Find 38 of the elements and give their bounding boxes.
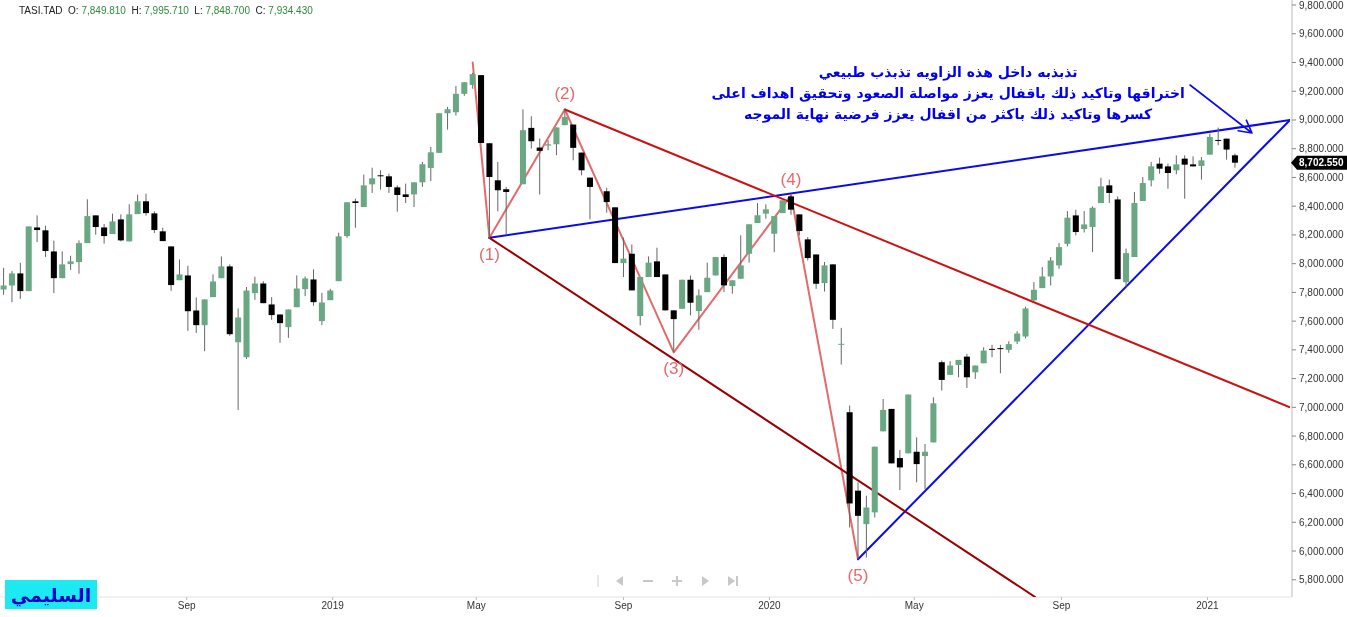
annotation: (3) (663, 359, 685, 379)
y-tick-label: 9,000.000 (1299, 114, 1344, 126)
text: 8,702.550 (1299, 157, 1344, 169)
annotation: (5) (847, 566, 869, 586)
annotation: (4) (780, 170, 802, 190)
y-tick-label: 9,400.000 (1299, 57, 1344, 68)
y-tick-label: 8,000.000 (1299, 258, 1344, 270)
y-tick-label: 6,200.000 (1299, 516, 1344, 528)
x-tick-label: 2021 (1196, 600, 1219, 611)
annotation: (1) (479, 244, 500, 264)
annotation: (2) (554, 84, 576, 104)
x-tick-label: May (904, 600, 924, 611)
y-tick-label: 9,800.000 (1299, 0, 1344, 11)
y-tick-label: 7,400.000 (1299, 344, 1344, 356)
y-tick-label: 8,200.000 (1299, 229, 1344, 241)
y-tick-label: 5,800.000 (1299, 574, 1344, 586)
y-tick-label: 9,600.000 (1299, 28, 1344, 40)
x-tick-label: Sep (1052, 600, 1071, 611)
y-tick-label: 7,600.000 (1299, 315, 1344, 327)
x-tick-label: 2020 (758, 600, 782, 611)
x-tick-label: 2019 (321, 600, 345, 611)
y-tick-label: 8,600.000 (1299, 171, 1344, 183)
annotation: السليمي (10, 583, 92, 607)
y-tick-label: 6,000.000 (1299, 545, 1344, 557)
y-tick-label: 7,000.000 (1299, 401, 1344, 413)
x-tick-label: Sep (614, 600, 633, 611)
chart-title: TASI.TAD O: 7,849.810 H: 7,995.710 L: 7,848.700 C: 7,934.430 (19, 5, 313, 16)
x-tick-label: Sep (177, 600, 197, 611)
y-tick-label: 7,200.000 (1299, 373, 1344, 385)
y-tick-label: 6,400.000 (1299, 488, 1344, 500)
y-tick-label: 6,800.000 (1299, 430, 1344, 442)
annotation: تذبذبه داخل هذه الزاويه تذبذب طبيعي اختراقها وتاكيد ذلك باقفال يعزز مواصلة الصعود وتحقيق اهداف اعلى كسرها وتاكيد ذلك باكثر من اقفال يعزز فرضية نهاية الموجه (711, 64, 1185, 123)
y-tick-label: 8,400.000 (1299, 200, 1344, 212)
x-tick-label: May (466, 600, 486, 611)
y-tick-label: 9,200.000 (1299, 85, 1344, 97)
y-tick-label: 6,600.000 (1299, 459, 1344, 471)
y-tick-label: 7,800.000 (1299, 286, 1344, 298)
y-tick-label: 8,800.000 (1299, 143, 1344, 155)
